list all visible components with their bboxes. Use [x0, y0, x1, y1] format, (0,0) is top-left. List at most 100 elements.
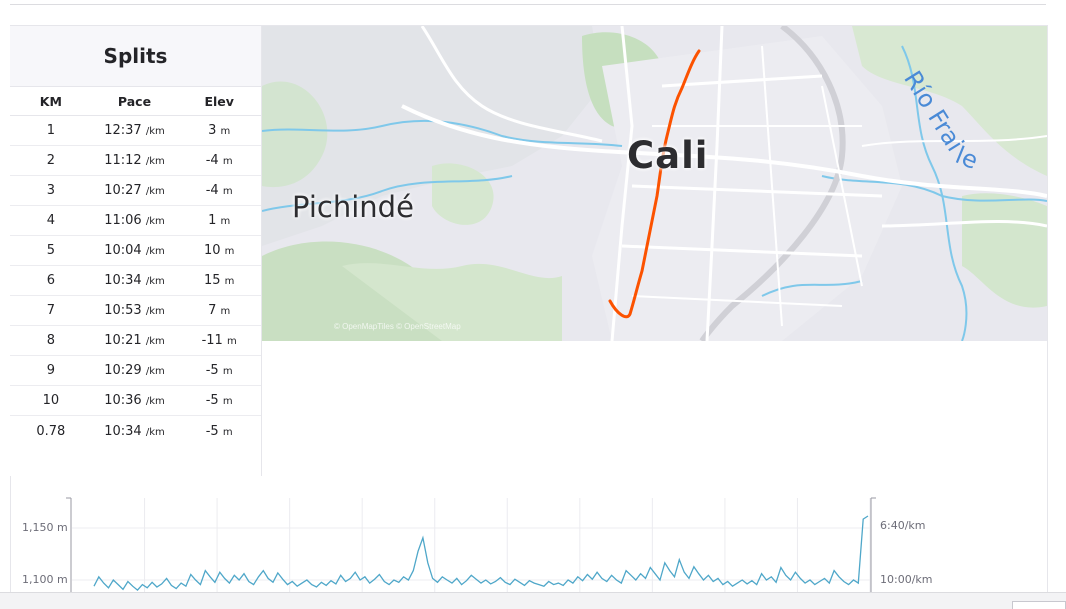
elev-unit: m [222, 366, 233, 377]
split-km: 1 [46, 123, 55, 138]
split-pace-value: 10:34 [104, 423, 142, 439]
splits-header-row: KM Pace Elev [10, 86, 261, 116]
split-elev-value: 1 [208, 213, 217, 228]
elev-unit: m [226, 336, 237, 347]
split-km: 0.78 [36, 423, 66, 439]
park-area [432, 163, 494, 225]
road [661, 74, 823, 88]
splits-title: Splits [10, 26, 261, 86]
split-elev: 1 m [177, 213, 261, 228]
split-km: 10 [42, 393, 60, 408]
park-area [342, 263, 562, 341]
split-pace-value: 10:04 [104, 243, 142, 258]
elev-unit: m [220, 306, 231, 317]
split-row: 6 10:34 /km 15 m [10, 266, 261, 296]
y-left-tick: 1,100 m [22, 573, 68, 586]
elev-unit: m [220, 216, 231, 227]
pace-unit: /km [145, 396, 165, 407]
pace-unit: /km [145, 426, 165, 438]
split-elev: 7 m [177, 303, 261, 318]
top-divider [10, 4, 1046, 5]
urban-area [592, 36, 902, 341]
y-right-tick: 10:00/km [880, 573, 933, 586]
elev-header: Elev [204, 93, 234, 109]
elev-unit: m [222, 156, 233, 167]
map-attribution[interactable]: © OpenMapTiles © OpenStreetMap [334, 322, 461, 331]
split-pace-value: 11:12 [104, 153, 142, 168]
split-pace: 11:06 /km [92, 213, 178, 228]
split-pace-value: 10:53 [104, 303, 142, 318]
split-pace-value: 10:34 [104, 273, 142, 288]
pace-unit: /km [145, 276, 165, 287]
road [420, 26, 603, 143]
river [761, 280, 863, 297]
split-pace: 10:34 /km [92, 273, 178, 288]
split-elev: 3 m [177, 123, 261, 138]
elev-unit: m [220, 126, 231, 137]
route-map[interactable]: Cali Pichindé Río Frai le © OpenMapTiles… [262, 26, 1047, 341]
split-pace: 10:29 /km [92, 363, 178, 378]
split-km: 9 [46, 363, 55, 378]
split-row: 0.78 10:34 /km -5 m [10, 416, 261, 446]
road [631, 295, 843, 307]
road [881, 220, 1047, 228]
split-pace-value: 10:29 [104, 363, 142, 378]
split-elev: 15 m [177, 273, 261, 288]
split-elev: -5 m [177, 363, 261, 378]
elev-unit: m [224, 276, 235, 287]
chart-grid [72, 498, 871, 609]
split-km: 6 [46, 273, 55, 288]
pace-unit: /km [145, 216, 165, 227]
pace-unit: /km [145, 126, 165, 137]
split-pace-value: 10:36 [104, 393, 142, 408]
split-km: 7 [46, 303, 55, 318]
split-pace: 10:04 /km [92, 243, 178, 258]
elevation-pace-chart[interactable]: 1,150 m 1,100 m 6:40/km 10:00/km [10, 490, 1048, 609]
split-elev-value: -5 [205, 423, 219, 439]
split-pace: 10:34 /km [92, 424, 178, 439]
pace-unit: /km [145, 336, 165, 347]
road [631, 184, 883, 198]
road [705, 26, 724, 341]
route-line [608, 49, 701, 319]
split-elev-value: -5 [205, 363, 219, 378]
place-label: Pichindé [292, 190, 414, 224]
river [821, 175, 1047, 202]
split-row: 9 10:29 /km -5 m [10, 356, 261, 386]
split-row: 7 10:53 /km 7 m [10, 296, 261, 326]
split-pace: 10:27 /km [92, 183, 178, 198]
split-row: 1 12:37 /km 3 m [10, 116, 261, 146]
split-row: 8 10:21 /km -11 m [10, 326, 261, 356]
split-km: 3 [46, 183, 55, 198]
highway [699, 26, 846, 341]
road [761, 45, 783, 327]
split-pace: 10:21 /km [92, 333, 178, 348]
pace-header: Pace [117, 93, 152, 109]
split-pace-value: 10:27 [104, 183, 142, 198]
forest-area [262, 26, 602, 246]
road [610, 26, 634, 341]
splits-panel: Splits KM Pace Elev 1 12:37 /km 3 m 2 11:12 … [10, 26, 262, 476]
split-pace-value: 12:37 [104, 123, 142, 138]
split-pace-value: 10:21 [104, 333, 142, 348]
split-pace-value: 11:06 [104, 213, 142, 228]
split-elev: -4 m [177, 153, 261, 168]
split-elev-value: -4 [205, 153, 219, 168]
split-elev-value: 10 [203, 243, 221, 258]
split-elev-value: -4 [205, 183, 219, 198]
park-area [962, 193, 1047, 308]
map-canvas [262, 26, 1047, 341]
bottom-bar [0, 592, 1066, 609]
pace-unit: /km [145, 366, 165, 377]
road [821, 85, 863, 287]
river [901, 45, 968, 341]
road [621, 244, 863, 258]
bottom-action-button[interactable] [1012, 601, 1066, 609]
split-km: 5 [46, 243, 55, 258]
split-row: 2 11:12 /km -4 m [10, 146, 261, 176]
elev-unit: m [224, 246, 235, 257]
elev-unit: m [222, 426, 233, 438]
split-pace: 12:37 /km [92, 123, 178, 138]
split-row: 5 10:04 /km 10 m [10, 236, 261, 266]
y-right-tick: 6:40/km [880, 519, 926, 532]
